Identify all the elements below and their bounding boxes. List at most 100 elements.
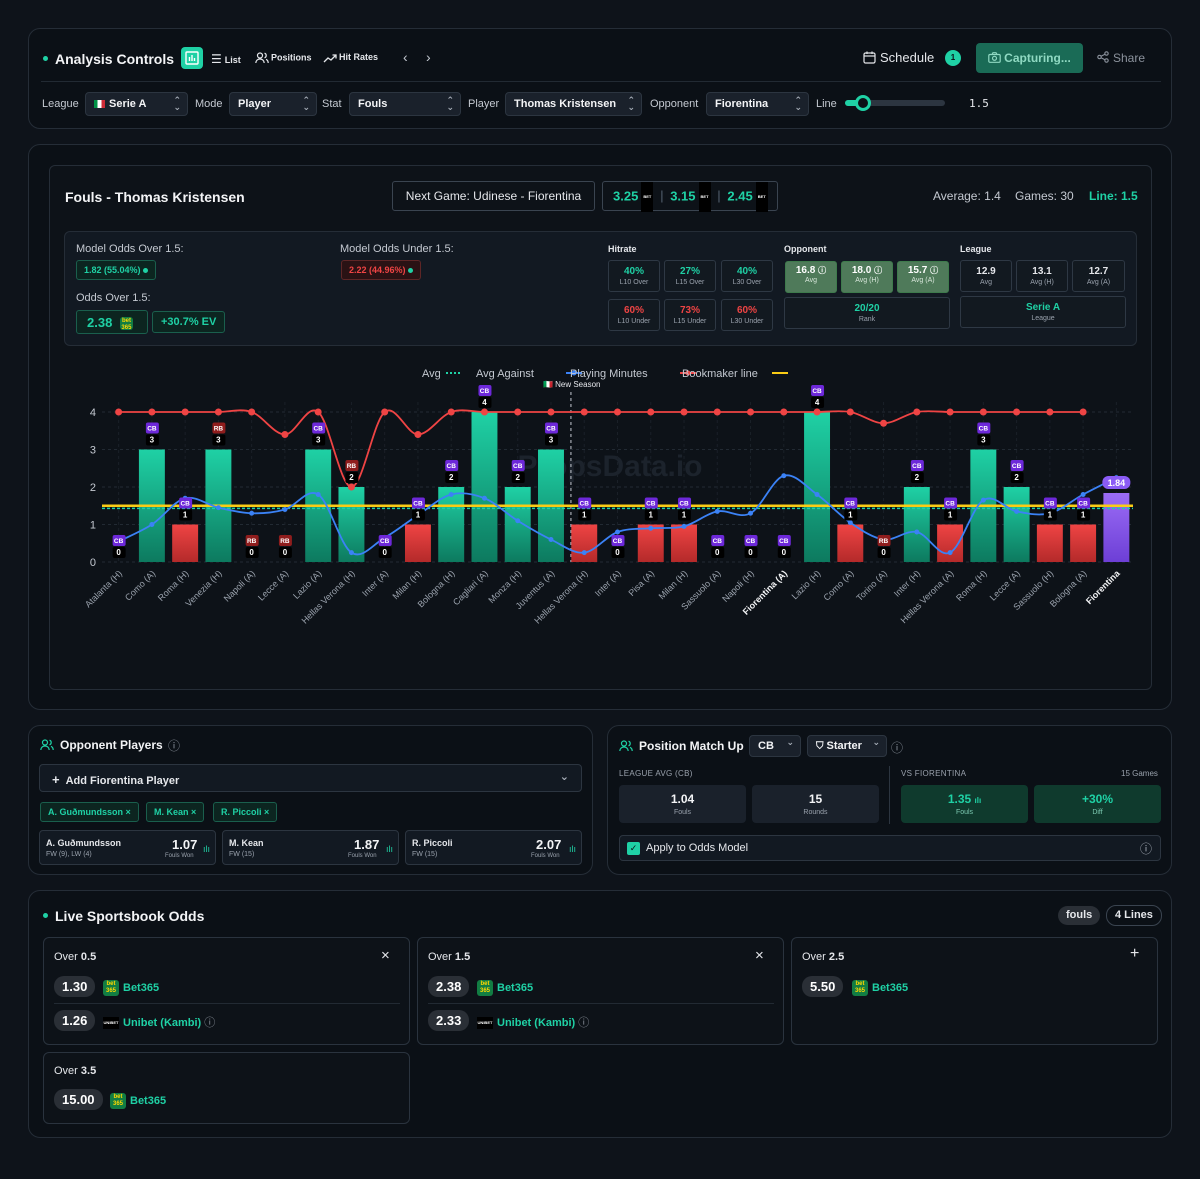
playing-minutes-point — [846, 408, 854, 416]
info-icon[interactable]: ⓘ — [1139, 842, 1152, 856]
odds-value[interactable]: 5.50 — [802, 976, 844, 997]
line-slider-handle[interactable] — [855, 95, 871, 111]
y-tick-label: 2 — [90, 482, 96, 494]
home-odd: 3.25 — [613, 188, 639, 204]
line-slider[interactable] — [845, 95, 945, 111]
line-label: Line — [816, 98, 837, 110]
bet365-logo-icon: bet 365 — [110, 1093, 126, 1109]
value-badge — [678, 509, 692, 521]
odds-card-over-2-5: Over 2.5 + 5.50 bet 365 Bet365 — [791, 937, 1158, 1045]
users-icon — [40, 739, 54, 751]
bar-chart-icon: ılı — [974, 796, 982, 805]
x-tick-label: Lecce (A) — [988, 568, 1022, 602]
position-label: CB — [1078, 501, 1088, 508]
odds-value[interactable]: 2.38 — [428, 976, 470, 997]
row-divider — [54, 1003, 400, 1004]
playing-minutes-point — [680, 408, 688, 416]
starter-select[interactable]: ⛉ Starter ⌄ — [807, 735, 887, 757]
x-tick-label: Torino (A) — [854, 568, 889, 603]
position-label: CB — [380, 538, 390, 545]
chart-bar — [671, 524, 697, 562]
apply-odds-model-toggle[interactable]: ✓ Apply to Odds Model ⓘ — [619, 835, 1161, 861]
avg-against-point — [448, 492, 454, 497]
bar-value-label: 3 — [316, 436, 321, 445]
odds-value[interactable]: 1.26 — [54, 1010, 96, 1031]
stat-select[interactable]: Fouls ⌃ ⌄ — [349, 92, 461, 116]
chart-view-button[interactable] — [181, 47, 203, 69]
controls-title: Analysis Controls — [55, 51, 175, 67]
player-tag[interactable]: M. Kean × — [146, 802, 205, 822]
chart-bar — [837, 524, 864, 562]
row-divider — [428, 1003, 774, 1004]
previous-chevron-icon[interactable]: ‹ — [403, 49, 408, 65]
playing-minutes-point — [547, 408, 555, 416]
bar-value-label: 0 — [782, 548, 787, 557]
value-badge — [345, 472, 359, 483]
position-label: CB — [413, 501, 423, 508]
chart-bar — [903, 487, 930, 562]
player-card[interactable]: R. Piccoli FW (15) 2.07 Fouls Won ılı — [405, 830, 582, 865]
player-tag[interactable]: A. Guðmundsson × — [40, 802, 139, 822]
playing-minutes-point — [979, 408, 987, 416]
position-badge — [212, 422, 226, 434]
league-select[interactable]: Serie A ⌃ ⌄ — [85, 92, 188, 116]
chart-bar — [438, 487, 465, 562]
playing-minutes-point — [214, 408, 222, 416]
info-icon[interactable]: ⓘ — [891, 741, 904, 755]
y-tick-label: 3 — [90, 445, 96, 457]
position-badge — [411, 497, 425, 509]
bar-value-label: 0 — [283, 548, 288, 557]
odds-over-pill: 2.38 bet 365 — [76, 310, 148, 334]
value-badge — [1010, 472, 1024, 483]
playing-minutes-point — [813, 408, 821, 416]
avg-against-point — [814, 492, 820, 497]
checkbox-checked-icon[interactable]: ✓ — [627, 842, 640, 855]
close-icon[interactable]: × — [381, 947, 390, 964]
position-label: CB — [1012, 463, 1022, 470]
bar-value-label: 3 — [150, 436, 155, 445]
mode-select[interactable]: Player ⌃ ⌄ — [229, 92, 317, 116]
bar-value-label: 1 — [582, 511, 587, 520]
position-select[interactable]: CB ⌄ — [749, 735, 801, 757]
odds-card-over-0-5: Over 0.5 × 1.30 bet 365 Bet365 1.26 UNIBET… — [43, 937, 410, 1045]
position-badge — [1043, 497, 1057, 509]
plus-icon[interactable]: + — [1130, 945, 1140, 962]
player-card[interactable]: M. Kean FW (15) 1.87 Fouls Won ılı — [222, 830, 399, 865]
player-card[interactable]: A. Guðmundsson FW (9), LW (4) 1.07 Fouls… — [39, 830, 216, 865]
chevron-updown-icon: ⌃ ⌄ — [302, 95, 310, 112]
live-odds-panel: Live Sportsbook Odds fouls 4 Lines Over … — [28, 890, 1172, 1138]
bar-value-label: 2 — [449, 473, 454, 482]
playing-minutes-point — [747, 408, 755, 416]
opponent-select[interactable]: Fiorentina ⌃ ⌄ — [706, 92, 809, 116]
player-tag[interactable]: R. Piccoli × — [213, 802, 278, 822]
position-badge — [944, 497, 958, 509]
info-icon[interactable]: ⓘ — [168, 739, 181, 753]
share-button[interactable]: Share — [1097, 51, 1145, 65]
legend-label: Bookmaker line — [682, 368, 758, 380]
odds-value[interactable]: 15.00 — [54, 1089, 103, 1110]
x-tick-label: Inter (A) — [593, 568, 623, 598]
close-icon[interactable]: × — [755, 947, 764, 964]
plus-icon: + — [52, 772, 60, 787]
player-select[interactable]: Thomas Kristensen ⌃ ⌄ — [505, 92, 642, 116]
schedule-button[interactable]: Schedule — [863, 50, 934, 65]
add-player-dropdown[interactable]: + Add Fiorentina Player ⌄ — [39, 764, 582, 792]
odds-value[interactable]: 2.33 — [428, 1010, 470, 1031]
next-chevron-icon[interactable]: › — [426, 49, 431, 65]
hitrate-l30-under: 60% L30 Under — [721, 299, 773, 331]
chart-bar — [1036, 524, 1063, 562]
list-view-button[interactable]: ☰ List — [211, 52, 241, 66]
chevron-down-icon: ⌄ — [559, 771, 569, 783]
bar-chart-icon: ılı — [203, 844, 211, 854]
odds-value[interactable]: 1.30 — [54, 976, 96, 997]
positions-view-button[interactable]: Positions — [255, 52, 312, 64]
chart-bar — [404, 524, 431, 562]
avg-against-point — [615, 529, 620, 535]
bar-value-label: 3 — [549, 436, 554, 445]
bar-value-label: 1 — [183, 511, 188, 520]
info-icon: ⓘ — [578, 1017, 590, 1029]
playing-minutes-point — [248, 408, 256, 416]
unibet-logo-icon: UNIBET — [477, 1017, 493, 1030]
capturing-button[interactable]: Capturing... — [976, 43, 1083, 73]
hit-rates-view-button[interactable]: Hit Rates — [323, 52, 378, 63]
